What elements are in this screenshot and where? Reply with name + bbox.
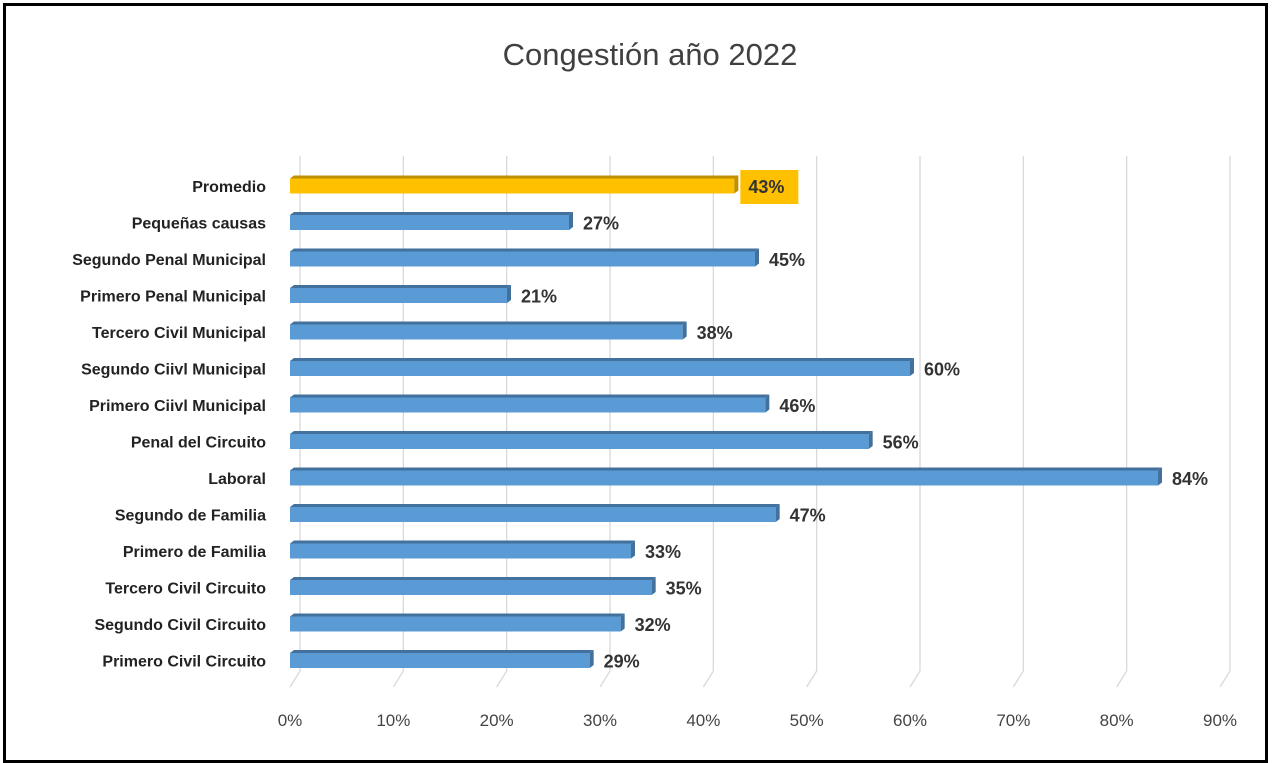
bar [290,324,683,340]
category-label: Promedio [192,179,266,196]
gridline-floor [599,670,611,688]
category-label: Segundo Civil Circuito [94,617,266,634]
bar-end [620,613,625,632]
gridline-floor [1012,670,1024,688]
gridline-floor [1219,670,1231,688]
bar-top [290,650,594,653]
category-label: Primero Civil Circuito [102,654,266,671]
category-label: Primero Ciivl Municipal [89,398,266,415]
bar-top [290,431,873,434]
value-label: 21% [521,287,557,307]
category-label: Laboral [208,471,266,488]
category-label: Segundo Ciivl Municipal [81,362,266,379]
bar [290,178,735,194]
bar-top [290,212,573,215]
value-label-box [740,170,799,204]
category-label: Segundo de Familia [115,508,266,525]
value-label: 29% [604,652,640,672]
x-tick-label: 70% [996,711,1030,730]
bar [290,616,621,632]
value-label: 27% [583,214,619,234]
value-label: 32% [635,615,671,635]
bar-end [1158,467,1162,486]
bar-top [290,613,625,617]
bar [290,288,507,303]
bar [290,397,766,413]
gridline-floor [496,670,508,688]
value-label: 56% [883,433,919,453]
value-label: 38% [697,323,733,343]
gridline-floor [806,670,818,688]
value-label: 47% [790,506,826,526]
value-label: 33% [645,542,681,562]
x-tick-label: 0% [278,711,303,730]
bar-top [290,467,1162,471]
bar-top [290,504,780,507]
bar-top [290,321,687,325]
chart-title: Congestión año 2022 [502,37,798,72]
bar-top [290,175,739,179]
bar-end [569,212,573,230]
value-label: 35% [666,579,702,599]
bar [290,361,910,376]
gridline-floor [392,670,404,688]
category-label: Segundo Penal Municipal [72,252,266,269]
x-tick-label: 30% [583,711,617,730]
category-label: Primero de Familia [123,544,266,561]
category-label: Primero Penal Municipal [80,289,266,306]
bar-end [589,650,594,668]
bar-end [910,358,914,376]
bar-top [290,248,759,252]
bar [290,507,776,522]
bar-top [290,577,656,580]
value-label: 45% [769,250,805,270]
category-label: Pequeñas causas [132,216,266,233]
gridline-floor [702,670,714,688]
x-tick-label: 10% [376,711,410,730]
bar [290,434,869,449]
gridline-floor [289,670,301,688]
value-label: 43% [748,177,784,197]
gridline-floor [1116,670,1128,688]
bar-end [868,431,873,449]
bar [290,251,755,267]
bar-top [290,540,635,544]
category-label: Tercero Civil Circuito [105,581,266,598]
bar-end [631,540,635,559]
bar-top [290,394,770,398]
x-tick-label: 20% [480,711,514,730]
category-label: Tercero Civil Municipal [92,325,266,342]
bar [290,580,652,595]
bar [290,543,631,559]
x-tick-label: 60% [893,711,927,730]
bar-end [734,175,739,194]
bar [290,653,590,668]
bar-chart: 0% 10% 20% 30% 40% 50% 60% 70% 80% 90% Promedio 43%… [72,156,1237,730]
bar-end [775,504,780,522]
bar-end [682,321,687,340]
bar [290,470,1158,486]
gridline-floor [909,670,921,688]
bar-end [507,285,511,303]
value-label: 84% [1172,469,1208,489]
chart-frame [3,3,1268,763]
value-label: 60% [924,360,960,380]
x-tick-label: 50% [790,711,824,730]
x-tick-label: 90% [1203,711,1237,730]
x-tick-label: 80% [1100,711,1134,730]
category-label: Penal del Circuito [131,435,266,452]
value-label: 46% [779,396,815,416]
bar-end [651,577,656,595]
bar-end [755,248,759,267]
bar-top [290,358,914,361]
x-tick-label: 40% [686,711,720,730]
bar [290,215,569,230]
bar-end [765,394,770,413]
bar-top [290,285,511,288]
